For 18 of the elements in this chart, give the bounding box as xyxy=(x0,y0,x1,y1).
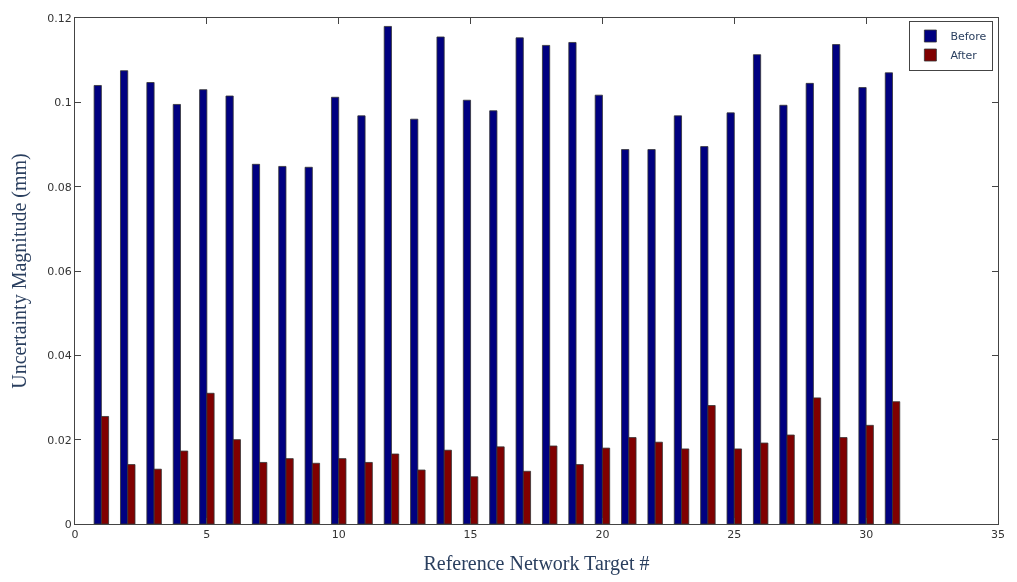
y-tick-label: 0.04 xyxy=(47,349,72,363)
x-axis-title: Reference Network Target # xyxy=(423,551,650,575)
x-tick-label: 35 xyxy=(991,528,1005,542)
y-tick-label: 0.12 xyxy=(47,11,72,25)
legend-label: After xyxy=(950,49,978,63)
y-tick-label: 0.08 xyxy=(47,180,72,194)
x-tick-label: 10 xyxy=(331,528,346,542)
legend-label: Before xyxy=(950,30,987,44)
y-tick-label: 0.1 xyxy=(54,96,72,110)
y-axis-title: Uncertainty Magnitude (mm) xyxy=(7,153,31,389)
x-tick-label: 15 xyxy=(463,528,478,542)
x-tick-label: 30 xyxy=(859,528,874,542)
y-tick-label: 0.02 xyxy=(47,433,72,447)
x-tick-label: 25 xyxy=(727,528,742,542)
x-tick-label: 5 xyxy=(203,528,211,542)
y-tick-label: 0 xyxy=(64,517,72,531)
x-tick-label: 20 xyxy=(595,528,610,542)
y-tick-label: 0.06 xyxy=(47,264,72,278)
